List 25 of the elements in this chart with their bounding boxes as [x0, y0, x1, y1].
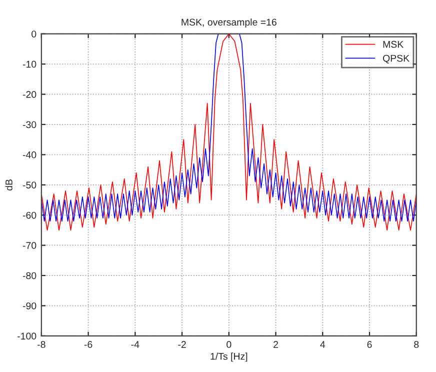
x-tick-label: 2: [274, 341, 278, 348]
x-tick-label: -4: [131, 341, 140, 348]
x-tick-label: 8: [414, 341, 419, 348]
x-tick-label: -6: [84, 341, 92, 348]
x-tick-label: -2: [178, 341, 186, 348]
y-axis-title: dB: [5, 179, 12, 190]
x-tick-label: 4: [320, 341, 326, 348]
y-tick-label: 0: [32, 30, 36, 38]
y-tick-label: -50: [22, 182, 36, 189]
y-tick-label: -20: [22, 91, 36, 98]
y-tick-label: -100: [18, 332, 36, 340]
x-tick-label: -8: [38, 341, 46, 348]
legend-label: QPSK: [383, 54, 410, 64]
x-tick-label: 0: [226, 341, 232, 348]
legend-label: MSK: [383, 40, 404, 48]
y-tick-label: -70: [22, 242, 36, 249]
chart-title: MSK, oversample =16: [182, 18, 276, 28]
y-tick-label: -60: [22, 212, 36, 219]
y-tick-label: -80: [22, 272, 36, 280]
x-axis-title: 1/Ts [Hz]: [210, 352, 248, 362]
y-tick-label: -10: [22, 60, 36, 68]
y-tick-label: -40: [22, 151, 36, 158]
y-tick-label: -30: [22, 121, 36, 128]
y-tick-label: -90: [22, 302, 36, 310]
x-tick-label: 6: [367, 341, 372, 348]
